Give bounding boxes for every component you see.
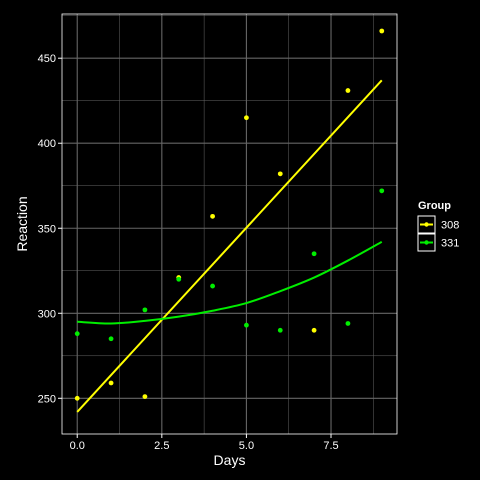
fit-lines	[76, 79, 383, 413]
legend-key-point-331	[424, 240, 429, 245]
point-331	[176, 276, 182, 282]
point-308	[379, 28, 385, 34]
y-tick-label: 350	[38, 223, 56, 235]
point-331	[379, 188, 385, 194]
point-308	[108, 380, 114, 386]
legend-label-331: 331	[441, 238, 459, 250]
x-tick-label: 0.0	[70, 440, 85, 452]
point-331	[210, 283, 215, 289]
y-tick-label: 300	[38, 308, 56, 320]
point-331	[108, 336, 114, 342]
legend-key-point-308	[424, 222, 429, 227]
point-331	[244, 322, 249, 328]
legend-title: Group	[418, 200, 451, 212]
x-tick-label: 5.0	[239, 440, 254, 452]
point-308	[345, 88, 351, 93]
point-331	[311, 251, 317, 257]
axis-ticks: 0.0 2.5 5.0 7.5 250 300 350 400 450	[38, 53, 339, 452]
y-axis-title: Reaction	[14, 196, 30, 251]
y-tick-label: 250	[38, 393, 56, 405]
grid-lines	[62, 14, 397, 434]
panel-border	[61, 13, 398, 435]
point-331	[142, 307, 148, 313]
x-tick-label: 7.5	[323, 440, 338, 452]
point-308	[311, 327, 317, 333]
x-tick-label: 2.5	[154, 440, 169, 452]
y-tick-label: 400	[38, 138, 56, 150]
legend: Group 308 331	[417, 200, 459, 252]
x-axis-title: Days	[214, 452, 246, 468]
fit-line-308	[76, 79, 383, 413]
point-331	[74, 331, 80, 337]
point-331	[345, 321, 351, 326]
point-331	[277, 327, 283, 333]
fit-line-331	[77, 240, 383, 325]
data-points	[74, 28, 385, 401]
point-308	[142, 394, 148, 399]
point-308	[74, 395, 80, 401]
point-308	[210, 213, 215, 219]
y-tick-label: 450	[38, 53, 56, 65]
point-308	[244, 115, 249, 121]
point-308	[277, 171, 283, 177]
legend-label-308: 308	[441, 220, 459, 232]
